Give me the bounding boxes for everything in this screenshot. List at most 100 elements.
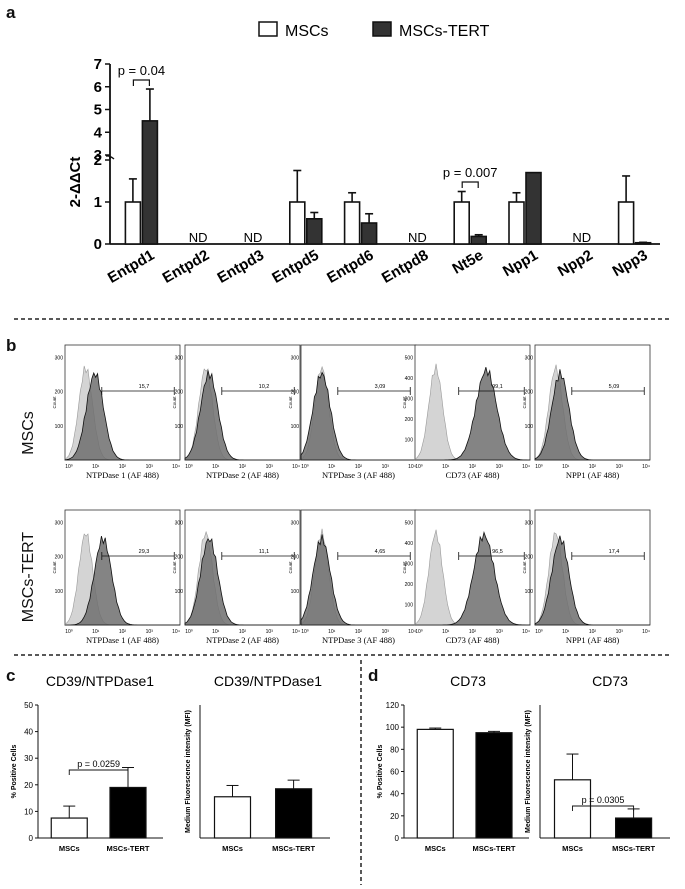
- flow-y-tick-label: 300: [55, 355, 64, 361]
- nd-label: ND: [408, 230, 427, 245]
- y-axis-label-a: 2-ΔΔCt: [67, 157, 84, 208]
- panel-label-c: c: [6, 666, 16, 685]
- flow-x-tick-label: 10¹: [442, 629, 450, 635]
- flow-histogram: 96,5 100 200 300 400 500 Count 10⁰ 10¹ 10² 10³ 10⁴ C…: [402, 509, 531, 645]
- flow-y-tick-label: 200: [55, 390, 64, 396]
- flow-count-label: Count: [522, 396, 527, 409]
- bar-a-mscs-tert: [470, 235, 488, 245]
- flow-sample-curve: [64, 371, 180, 461]
- flow-count-label: Count: [402, 561, 407, 574]
- y-axis-label-c2: Medium Fluorescence intensity (MFI): [185, 710, 192, 833]
- flow-x-tick-label: 10¹: [562, 629, 570, 635]
- flow-y-tick-label: 500: [405, 355, 414, 361]
- x-tick-label-a: Entpd6: [324, 247, 377, 287]
- y-tick-label-c1: 50: [24, 701, 33, 710]
- y-tick-label-a: 0: [94, 236, 102, 253]
- flow-histogram: 99,1 100 200 300 400 500 Count 10⁰ 10¹ 10² 10³ 10⁴ C…: [402, 344, 531, 480]
- flow-count-label: Count: [402, 396, 407, 409]
- flow-x-tick-label: 10³: [382, 464, 390, 470]
- bar-a-mscs: [453, 201, 471, 245]
- flow-x-tick-label: 10²: [119, 629, 127, 635]
- x-tick-label-d1: MSCs: [425, 844, 446, 853]
- flow-y-tick-label: 100: [55, 589, 64, 595]
- flow-y-tick-label: 200: [405, 417, 414, 423]
- flow-histogram: 29,3 100 200 300 Count 10⁰ 10¹ 10² 10³ 10⁴ NTPDase…: [52, 509, 181, 645]
- flow-x-tick-label: 10⁴: [172, 629, 180, 635]
- flow-histogram: 15,7 100 200 300 Count 10⁰ 10¹ 10² 10³ 10⁴ NTPDase…: [52, 344, 181, 480]
- small-chart-c1: CD39/NTPDase1 % Positive Cells 0 10 20 30 40 50…: [11, 673, 163, 853]
- flow-x-axis-label: NPP1 (AF 488): [566, 470, 620, 480]
- bar-d1-mscs: [416, 728, 454, 839]
- flow-x-tick-label: 10²: [589, 464, 597, 470]
- x-tick-label-a: Nt5e: [450, 247, 487, 278]
- x-tick-label-a: Entpd8: [379, 247, 432, 287]
- chart-title-c1: CD39/NTPDase1: [46, 673, 154, 689]
- flow-x-axis-label: CD73 (AF 488): [446, 635, 500, 645]
- bar-a-mscs-tert: [141, 120, 159, 245]
- flow-x-tick-label: 10⁴: [642, 464, 650, 470]
- panel-label-b: b: [6, 336, 17, 355]
- flow-x-tick-label: 10⁰: [301, 629, 309, 635]
- flow-y-tick-label: 200: [175, 555, 184, 561]
- flow-x-tick-label: 10¹: [212, 464, 220, 470]
- flow-gate-value: 4,65: [375, 549, 386, 555]
- flow-x-tick-label: 10⁴: [642, 629, 650, 635]
- flow-x-tick-label: 10³: [496, 464, 504, 470]
- flow-count-label: Count: [522, 561, 527, 574]
- significance-bracket-a: [132, 79, 150, 86]
- flow-sample-curve: [415, 367, 531, 461]
- significance-label-c1: p = 0.0259: [77, 759, 120, 769]
- flow-y-tick-label: 200: [405, 582, 414, 588]
- flow-sample-curve: [184, 537, 300, 626]
- flow-gate-value: 96,5: [492, 549, 503, 555]
- chart-title-c2: CD39/NTPDase1: [214, 673, 322, 689]
- flow-x-tick-label: 10²: [355, 464, 363, 470]
- flow-x-tick-label: 10¹: [442, 464, 450, 470]
- flow-x-tick-label: 10³: [146, 464, 154, 470]
- flow-count-label: Count: [288, 561, 293, 574]
- flow-y-tick-label: 500: [405, 520, 414, 526]
- x-tick-label-c2: MSCs-TERT: [272, 844, 315, 853]
- flow-x-tick-label: 10⁴: [408, 464, 416, 470]
- small-chart-c2: CD39/NTPDase1 Medium Fluorescence intensi…: [185, 673, 330, 853]
- flow-histogram: 10,2 100 200 300 Count 10⁰ 10¹ 10² 10³ 10⁴ NTPDase…: [172, 344, 301, 480]
- flow-y-tick-label: 400: [405, 376, 414, 382]
- x-tick-label-d2: MSCs: [562, 844, 583, 853]
- x-tick-label-a: Entpd2: [160, 247, 213, 287]
- flow-x-tick-label: 10³: [266, 629, 274, 635]
- significance-label-a: p = 0.04: [118, 63, 165, 78]
- bar-a-mscs: [508, 201, 525, 245]
- flow-y-tick-label: 100: [291, 589, 300, 595]
- flow-y-tick-label: 300: [405, 396, 414, 402]
- x-tick-label-a: Entpd5: [269, 247, 322, 287]
- flow-x-axis-label: NTPDase 1 (AF 488): [86, 470, 159, 480]
- x-tick-label-c2: MSCs: [222, 844, 243, 853]
- flow-count-label: Count: [172, 561, 177, 574]
- y-tick-label-d1: 120: [386, 701, 400, 710]
- flow-gate-value: 15,7: [139, 384, 150, 390]
- flow-x-tick-label: 10⁴: [522, 464, 530, 470]
- legend-label-mscs-tert: MSCs-TERT: [399, 23, 490, 40]
- x-tick-label-c1: MSCs: [59, 844, 80, 853]
- flow-y-tick-label: 400: [405, 541, 414, 547]
- flow-histogram: 11,1 100 200 300 Count 10⁰ 10¹ 10² 10³ 10⁴ NTPDase…: [172, 509, 301, 645]
- y-tick-label-c1: 10: [24, 807, 33, 816]
- flow-x-tick-label: 10³: [616, 629, 624, 635]
- flow-y-tick-label: 300: [55, 520, 64, 526]
- y-tick-label-a: 1: [94, 194, 102, 211]
- flow-x-tick-label: 10⁰: [535, 464, 543, 470]
- small-chart-d1: CD73 % Positive Cells 0 20 40 60 80 100 120 MSCs M…: [377, 673, 529, 853]
- flow-y-tick-label: 300: [525, 355, 534, 361]
- flow-gate-value: 17,4: [609, 549, 620, 555]
- y-axis-break-mark: [105, 155, 115, 160]
- x-tick-label-a: Npp3: [610, 247, 651, 280]
- flow-x-tick-label: 10²: [589, 629, 597, 635]
- flow-y-tick-label: 300: [291, 520, 300, 526]
- y-tick-label-d1: 20: [390, 812, 399, 821]
- chart-title-d2: CD73: [592, 673, 628, 689]
- flow-gate-value: 99,1: [492, 384, 503, 390]
- flow-y-tick-label: 300: [175, 520, 184, 526]
- flow-sample-curve: [415, 531, 531, 626]
- flow-x-tick-label: 10¹: [562, 464, 570, 470]
- x-tick-label-c1: MSCs-TERT: [107, 844, 150, 853]
